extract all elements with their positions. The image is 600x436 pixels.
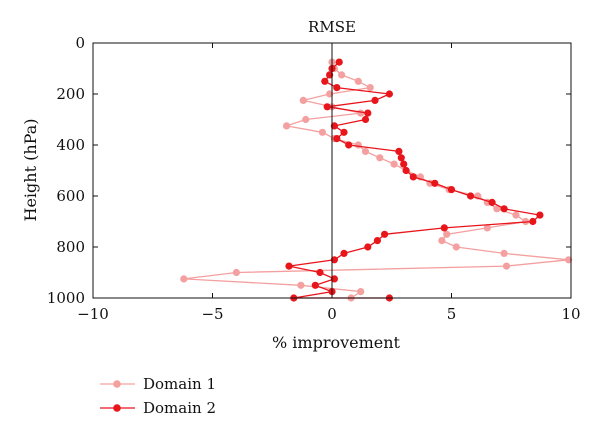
data-point: [354, 77, 362, 85]
x-axis-label: % improvement: [272, 333, 401, 352]
data-point: [364, 109, 372, 117]
legend-item: Domain 2: [100, 399, 216, 417]
data-point: [299, 96, 307, 104]
data-point: [357, 288, 365, 296]
data-point: [345, 141, 353, 149]
data-point: [361, 147, 370, 155]
data-point: [488, 198, 496, 206]
data-point: [330, 256, 338, 264]
data-point: [565, 256, 573, 264]
data-point: [333, 84, 341, 92]
data-point: [338, 71, 346, 79]
data-point: [467, 192, 475, 200]
data-point: [232, 268, 240, 277]
data-point: [335, 58, 343, 66]
chart-title: RMSE: [308, 18, 356, 36]
data-point: [381, 230, 389, 238]
y-axis-label: Height (hPa): [21, 119, 40, 222]
y-tick-label: 800: [56, 238, 85, 256]
data-point: [330, 122, 338, 130]
data-point: [536, 211, 544, 219]
data-point: [180, 275, 188, 283]
data-point: [321, 77, 329, 85]
data-point: [326, 90, 334, 98]
data-point: [447, 186, 456, 194]
data-point: [493, 205, 501, 213]
data-point: [311, 281, 319, 289]
data-point: [357, 109, 365, 117]
data-point: [385, 90, 393, 98]
data-point: [340, 128, 348, 136]
data-point: [443, 230, 451, 238]
x-tick-label: −5: [201, 305, 223, 323]
data-point: [376, 154, 384, 162]
y-tick-label: 400: [56, 136, 85, 154]
y-tick-label: 0: [75, 34, 85, 52]
data-point: [440, 224, 448, 232]
plot-layer: [180, 58, 573, 302]
ticks-layer: −10 −5 0 5 10 0 200 400 600 800 1000: [47, 34, 581, 323]
data-point: [361, 115, 370, 124]
data-point: [330, 275, 338, 283]
data-point: [400, 160, 408, 168]
data-point: [371, 96, 379, 104]
data-point: [297, 281, 305, 289]
series-2: [285, 58, 544, 302]
data-point: [373, 237, 381, 245]
legend-item: Domain 1: [100, 375, 216, 393]
data-point: [500, 205, 508, 213]
data-point: [431, 179, 439, 187]
data-point: [409, 173, 417, 181]
data-point: [500, 249, 508, 257]
data-point: [397, 154, 405, 162]
legend-marker: [113, 404, 121, 412]
x-tick-label: −10: [77, 305, 109, 323]
series-1: [180, 58, 573, 302]
data-point: [502, 262, 511, 270]
data-point: [326, 71, 334, 79]
data-point: [402, 166, 410, 175]
data-point: [529, 217, 537, 226]
x-tick-label: 0: [327, 305, 337, 323]
data-point: [366, 84, 374, 92]
data-point: [483, 224, 491, 232]
data-point: [318, 128, 326, 136]
x-tick-label: 5: [447, 305, 457, 323]
legend-marker: [113, 380, 121, 388]
data-point: [395, 147, 403, 155]
data-point: [390, 160, 398, 168]
y-tick-label: 600: [56, 187, 85, 205]
data-point: [323, 103, 331, 111]
x-tick-label: 10: [561, 305, 580, 323]
data-point: [285, 262, 293, 270]
y-tick-label: 1000: [47, 289, 85, 307]
data-point: [452, 243, 460, 251]
data-point: [283, 122, 291, 130]
data-point: [438, 237, 446, 245]
legend: Domain 1 Domain 2: [100, 375, 216, 417]
data-point: [302, 115, 310, 124]
data-point: [354, 141, 362, 149]
y-tick-label: 200: [56, 85, 85, 103]
data-point: [333, 135, 341, 143]
data-point: [340, 249, 348, 257]
data-point: [512, 211, 520, 219]
legend-label: Domain 1: [143, 375, 216, 393]
data-point: [364, 243, 372, 251]
axes-layer: [92, 42, 572, 299]
legend-label: Domain 2: [143, 399, 216, 417]
data-point: [316, 268, 324, 277]
